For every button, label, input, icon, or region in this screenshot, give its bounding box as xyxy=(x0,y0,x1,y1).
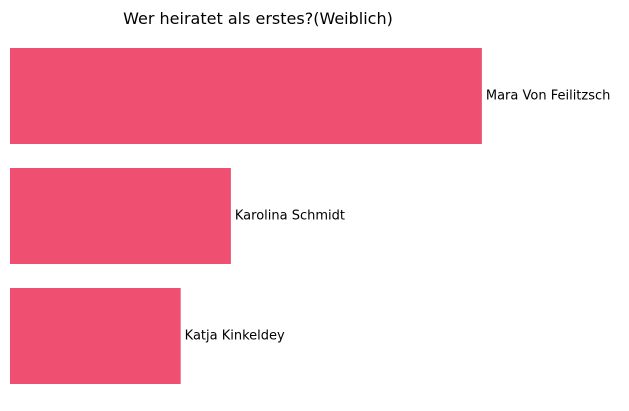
bar-label: Katja Kinkeldey xyxy=(185,329,285,344)
bar-label: Karolina Schmidt xyxy=(235,209,345,224)
bar-label: Mara Von Feilitzsch xyxy=(486,89,611,104)
chart-title: Wer heiratet als erstes?(Weiblich) xyxy=(123,9,393,28)
bar xyxy=(10,288,181,384)
bars-group xyxy=(10,48,482,384)
bar xyxy=(10,48,482,144)
bar xyxy=(10,168,231,264)
bar-labels-group: Mara Von Feilitzsch Karolina Schmidt Katja… xyxy=(185,89,611,344)
